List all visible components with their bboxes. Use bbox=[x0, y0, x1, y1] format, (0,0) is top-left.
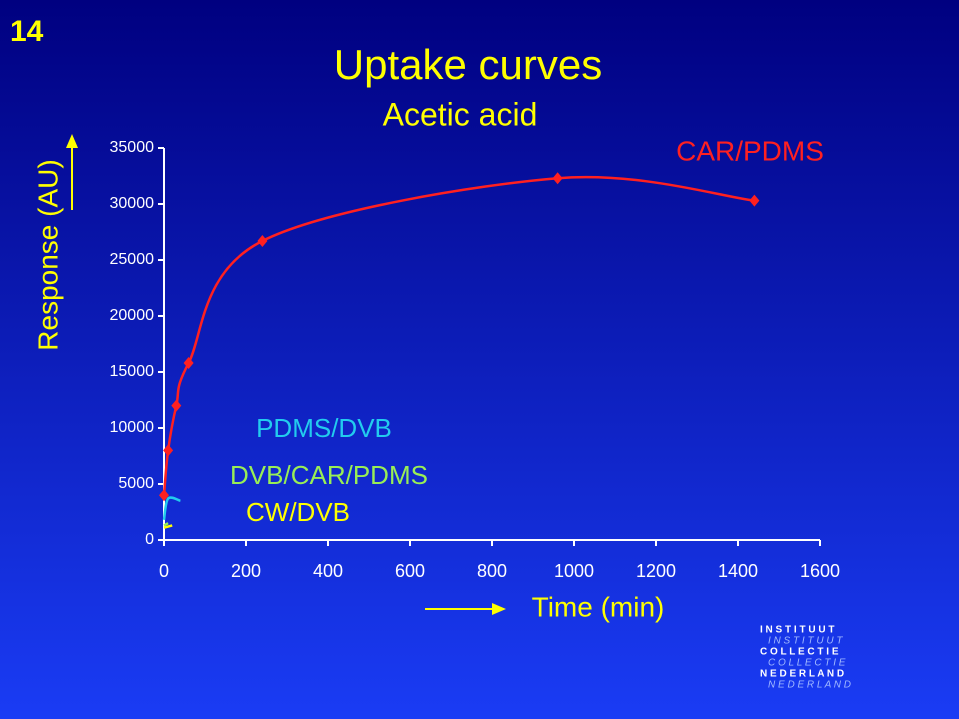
series-label: DVB/CAR/PDMS bbox=[230, 460, 428, 490]
y-arrow-head bbox=[66, 134, 78, 148]
series-line bbox=[162, 175, 755, 496]
y-tick-label: 0 bbox=[145, 531, 154, 548]
logo-line: I N S T I T U U T bbox=[760, 625, 834, 636]
logo: I N S T I T U U TI N S T I T U U TC O L … bbox=[760, 625, 851, 691]
x-arrow-head bbox=[492, 603, 506, 615]
y-tick-label: 25000 bbox=[110, 251, 155, 268]
chart-subtitle: Acetic acid bbox=[383, 96, 538, 132]
x-tick-label: 200 bbox=[231, 561, 261, 581]
series-label: CW/DVB bbox=[246, 497, 350, 527]
logo-line: C O L L E C T I E bbox=[768, 658, 846, 669]
x-tick-label: 800 bbox=[477, 561, 507, 581]
logo-line: N E D E R L A N D bbox=[768, 680, 851, 691]
x-tick-label: 400 bbox=[313, 561, 343, 581]
x-axis-label: Time (min) bbox=[532, 591, 665, 622]
data-point bbox=[552, 172, 563, 185]
x-tick-label: 1400 bbox=[718, 561, 758, 581]
x-tick-label: 1200 bbox=[636, 561, 676, 581]
logo-line: I N S T I T U U T bbox=[768, 636, 843, 647]
data-point bbox=[171, 399, 182, 412]
series-line bbox=[163, 524, 173, 529]
y-tick-label: 10000 bbox=[110, 419, 155, 436]
slide-number: 14 bbox=[10, 15, 44, 48]
x-tick-label: 1000 bbox=[554, 561, 594, 581]
y-tick-label: 5000 bbox=[118, 475, 154, 492]
logo-line: C O L L E C T I E bbox=[760, 647, 839, 658]
data-point bbox=[163, 444, 174, 457]
data-point bbox=[159, 489, 169, 502]
y-axis-label: Response (AU) bbox=[32, 159, 63, 350]
series-label: CAR/PDMS bbox=[676, 135, 824, 166]
data-point bbox=[183, 357, 194, 370]
logo-line: N E D E R L A N D bbox=[760, 669, 844, 680]
chart-title: Uptake curves bbox=[334, 41, 602, 88]
series-line bbox=[162, 496, 181, 521]
y-tick-label: 20000 bbox=[110, 307, 155, 324]
y-tick-label: 35000 bbox=[110, 139, 155, 156]
x-tick-label: 600 bbox=[395, 561, 425, 581]
data-point bbox=[257, 234, 268, 247]
x-tick-label: 1600 bbox=[800, 561, 840, 581]
series-label: PDMS/DVB bbox=[256, 413, 392, 443]
y-tick-label: 15000 bbox=[110, 363, 155, 380]
y-tick-label: 30000 bbox=[110, 195, 155, 212]
series-line bbox=[163, 522, 169, 527]
x-tick-label: 0 bbox=[159, 561, 169, 581]
data-point bbox=[749, 194, 760, 207]
